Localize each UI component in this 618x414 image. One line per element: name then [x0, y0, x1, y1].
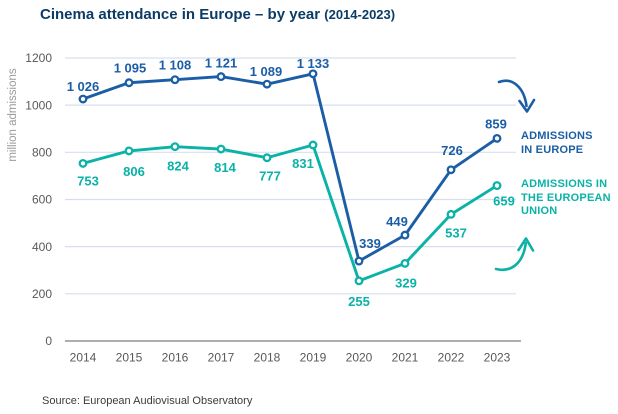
x-tick-label: 2018	[254, 351, 281, 365]
source-note: Source: European Audiovisual Observatory	[42, 395, 253, 407]
series-line	[81, 143, 499, 283]
data-point	[308, 69, 318, 79]
data-label: 1 108	[159, 58, 192, 73]
data-label: 339	[359, 236, 381, 251]
data-label: 1 095	[114, 61, 147, 76]
x-tick-label: 2023	[484, 351, 511, 365]
data-point	[262, 153, 272, 163]
data-point	[170, 142, 180, 152]
y-tick-label: 1200	[25, 51, 52, 65]
data-label: 859	[485, 116, 507, 131]
data-point	[354, 256, 364, 266]
page-title: Cinema attendance in Europe – by year (2…	[40, 6, 395, 23]
data-point	[400, 230, 410, 240]
data-point	[78, 158, 88, 168]
x-tick-label: 2017	[208, 351, 235, 365]
x-tick-label: 2014	[70, 351, 97, 365]
x-tick-label: 2022	[438, 351, 465, 365]
x-tick-label: 2015	[116, 351, 143, 365]
data-point	[446, 165, 456, 175]
data-label: 806	[123, 164, 145, 179]
data-point	[308, 140, 318, 150]
y-tick-label: 1000	[25, 98, 52, 112]
y-tick-label: 0	[45, 334, 52, 348]
title-suffix: (2014-2023)	[324, 7, 396, 22]
data-label: 329	[395, 275, 417, 290]
data-point	[124, 78, 134, 88]
y-axis-label: million admissions	[7, 68, 19, 162]
data-point	[216, 72, 226, 82]
title-main: Cinema attendance in Europe – by year	[40, 6, 321, 23]
data-label: 726	[441, 143, 463, 158]
data-label: 659	[493, 194, 515, 209]
data-point	[170, 75, 180, 85]
data-label: 449	[386, 214, 408, 229]
data-label: 1 133	[297, 56, 330, 71]
x-tick-label: 2020	[346, 351, 373, 365]
legend-admissions-in-europe: ADMISSIONS IN EUROPE	[521, 130, 593, 156]
data-label: 255	[348, 294, 370, 309]
data-label: 537	[445, 225, 467, 240]
x-tick-label: 2016	[162, 351, 189, 365]
legend-admissions-in-eu: ADMISSIONS IN THE EUROPEAN UNION	[521, 178, 611, 217]
data-point	[400, 258, 410, 268]
x-tick-label: 2021	[392, 351, 419, 365]
data-point	[354, 276, 364, 286]
data-label: 831	[292, 156, 314, 171]
data-label: 753	[77, 173, 99, 188]
data-label: 1 026	[67, 79, 100, 94]
data-point	[262, 79, 272, 89]
data-label: 814	[214, 160, 236, 175]
data-point	[446, 209, 456, 219]
data-label: 1 121	[205, 56, 238, 71]
y-tick-label: 800	[32, 146, 52, 160]
data-point	[492, 133, 502, 143]
y-tick-label: 600	[32, 193, 52, 207]
data-label: 777	[259, 169, 281, 184]
data-point	[124, 146, 134, 156]
curved-arrow-down-icon	[497, 79, 536, 113]
data-point	[78, 94, 88, 104]
y-tick-label: 200	[32, 287, 52, 301]
curved-arrow-up-icon	[494, 237, 535, 272]
data-label: 1 089	[250, 64, 283, 79]
data-label: 824	[167, 159, 189, 174]
y-tick-label: 400	[32, 240, 52, 254]
x-tick-label: 2019	[300, 351, 327, 365]
data-point	[216, 144, 226, 154]
data-point	[492, 181, 502, 191]
series-line	[81, 72, 499, 263]
